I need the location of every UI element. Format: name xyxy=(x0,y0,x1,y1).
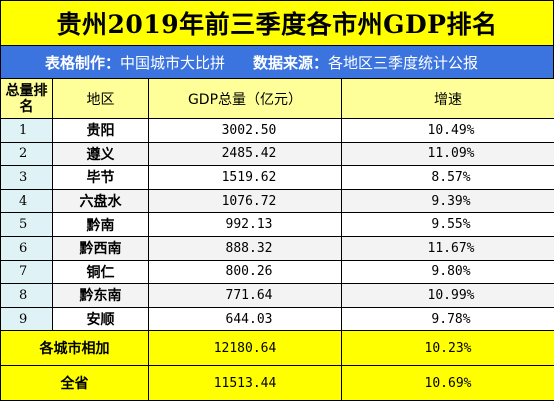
table-row: 5 黔南 992.13 9.55% xyxy=(0,212,554,237)
rank-cell: 1 xyxy=(0,118,53,143)
summary-row: 全省 11513.44 10.69% xyxy=(0,365,554,402)
table-title: 贵州2019年前三季度各市州GDP排名 xyxy=(0,0,554,46)
maker-label: 表格制作： xyxy=(45,53,121,72)
region-cell: 贵阳 xyxy=(52,118,149,143)
rank-cell: 4 xyxy=(0,188,53,214)
gdp-table-body: 总量排名 地区 GDP总量（亿元） 增速 1 贵阳 3002.50 10.49% 2 遵义… xyxy=(0,78,554,402)
region-cell: 铜仁 xyxy=(52,259,149,285)
rank-cell: 2 xyxy=(0,141,53,167)
gdp-cell: 3002.50 xyxy=(148,118,342,143)
region-cell: 遵义 xyxy=(52,141,149,167)
gdp-cell: 800.26 xyxy=(148,259,342,285)
region-cell: 毕节 xyxy=(52,165,149,190)
table-row: 2 遵义 2485.42 11.09% xyxy=(0,141,554,167)
gdp-cell: 644.03 xyxy=(148,306,342,332)
header-growth: 增速 xyxy=(341,78,554,119)
table-row: 7 铜仁 800.26 9.80% xyxy=(0,259,554,285)
gdp-cell: 771.64 xyxy=(148,283,342,308)
growth-cell: 9.55% xyxy=(341,212,554,237)
header-rank: 总量排名 xyxy=(0,78,53,119)
rank-cell: 7 xyxy=(0,259,53,285)
growth-cell: 9.78% xyxy=(341,306,554,332)
gdp-table: 总量排名 地区 GDP总量（亿元） 增速 1 贵阳 3002.50 10.49% 2 遵义… xyxy=(0,78,554,402)
growth-cell: 9.39% xyxy=(341,188,554,214)
summary-growth-cell: 10.23% xyxy=(341,330,554,367)
region-cell: 黔东南 xyxy=(52,283,149,308)
summary-growth-cell: 10.69% xyxy=(341,365,554,402)
summary-label: 各城市相加 xyxy=(0,330,149,367)
growth-cell: 8.57% xyxy=(341,165,554,190)
growth-cell: 9.80% xyxy=(341,259,554,285)
gdp-cell: 992.13 xyxy=(148,212,342,237)
gdp-cell: 1519.62 xyxy=(148,165,342,190)
table-row: 1 贵阳 3002.50 10.49% xyxy=(0,118,554,143)
table-row: 8 黔东南 771.64 10.99% xyxy=(0,283,554,308)
summary-row: 各城市相加 12180.64 10.23% xyxy=(0,330,554,367)
rank-cell: 6 xyxy=(0,235,53,261)
region-cell: 黔西南 xyxy=(52,235,149,261)
gdp-cell: 2485.42 xyxy=(148,141,342,167)
gdp-cell: 1076.72 xyxy=(148,188,342,214)
maker-info: 表格制作：中国城市大比拼 xyxy=(45,52,225,73)
rank-cell: 3 xyxy=(0,165,53,190)
growth-cell: 10.99% xyxy=(341,283,554,308)
region-cell: 安顺 xyxy=(52,306,149,332)
rank-cell: 9 xyxy=(0,306,53,332)
table-row: 3 毕节 1519.62 8.57% xyxy=(0,165,554,190)
source-info-bar: 表格制作：中国城市大比拼 数据来源：各地区三季度统计公报 xyxy=(0,46,554,78)
header-row: 总量排名 地区 GDP总量（亿元） 增速 xyxy=(0,78,554,119)
summary-label: 全省 xyxy=(0,365,149,402)
table-row: 4 六盘水 1076.72 9.39% xyxy=(0,188,554,214)
data-source-value: 各地区三季度统计公报 xyxy=(328,53,479,72)
header-region: 地区 xyxy=(52,78,149,119)
summary-gdp-cell: 11513.44 xyxy=(148,365,342,402)
growth-cell: 11.67% xyxy=(341,235,554,261)
rank-cell: 5 xyxy=(0,212,53,237)
maker-value: 中国城市大比拼 xyxy=(120,53,226,72)
growth-cell: 11.09% xyxy=(341,141,554,167)
table-row: 6 黔西南 888.32 11.67% xyxy=(0,235,554,261)
data-source-info: 数据来源：各地区三季度统计公报 xyxy=(253,52,478,73)
region-cell: 六盘水 xyxy=(52,188,149,214)
data-source-label: 数据来源： xyxy=(253,53,329,72)
summary-gdp-cell: 12180.64 xyxy=(148,330,342,367)
region-cell: 黔南 xyxy=(52,212,149,237)
header-gdp: GDP总量（亿元） xyxy=(148,78,342,119)
growth-cell: 10.49% xyxy=(341,118,554,143)
table-row: 9 安顺 644.03 9.78% xyxy=(0,306,554,332)
gdp-cell: 888.32 xyxy=(148,235,342,261)
rank-cell: 8 xyxy=(0,283,53,308)
